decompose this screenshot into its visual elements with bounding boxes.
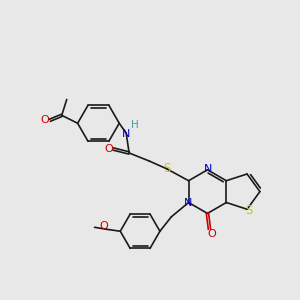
Text: S: S [245,204,253,217]
Text: O: O [207,229,216,239]
Text: N: N [183,199,192,208]
Text: S: S [163,162,170,175]
Text: O: O [40,115,49,125]
Text: H: H [131,120,139,130]
Text: N: N [204,164,213,174]
Text: O: O [99,221,108,231]
Text: O: O [104,144,113,154]
Text: N: N [122,129,130,139]
